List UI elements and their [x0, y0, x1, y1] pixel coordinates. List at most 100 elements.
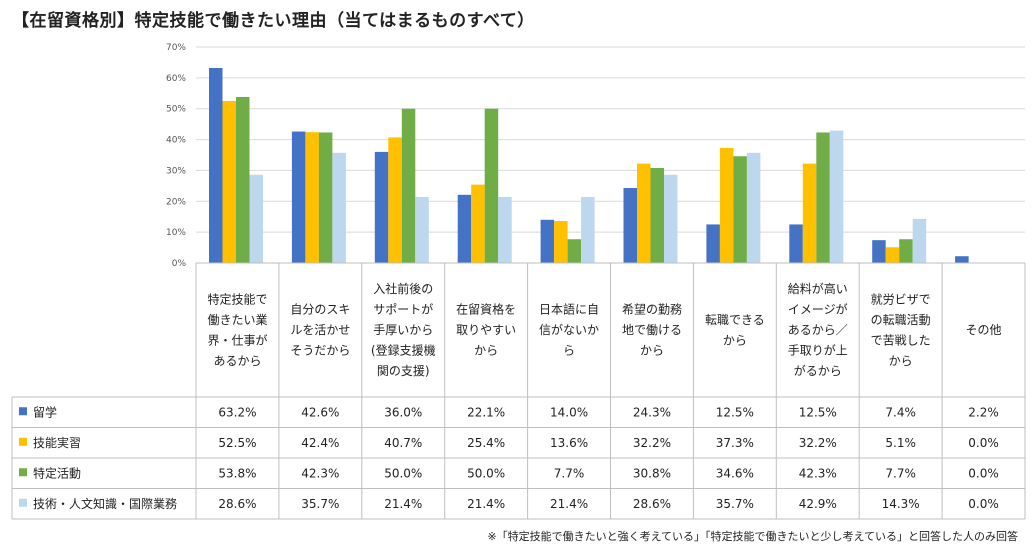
bar — [664, 174, 678, 263]
table-cell: 24.3% — [633, 405, 671, 419]
table-cell: 2.2% — [968, 405, 999, 419]
bar — [829, 130, 844, 263]
bar — [637, 163, 651, 263]
category-label: 就労ビザで — [871, 292, 931, 306]
table-cell: 13.6% — [550, 436, 588, 450]
table-cell: 42.3% — [799, 466, 837, 480]
category-label: 信がないか — [539, 322, 599, 337]
category-label: から — [723, 333, 747, 347]
category-label: 転職できる — [705, 313, 765, 327]
bar — [567, 239, 582, 263]
legend-label: 留学 — [33, 404, 57, 419]
table-cell: 42.3% — [301, 466, 339, 480]
category-label: そうだから — [290, 344, 350, 358]
category-label: から — [474, 344, 498, 358]
legend-swatch — [19, 437, 27, 446]
category-label: 希望の勤務 — [622, 302, 682, 317]
bar — [457, 194, 472, 263]
category-label: 給料が高い — [788, 281, 848, 296]
category-label: 在留資格を — [456, 302, 516, 317]
table-cell: 22.1% — [467, 405, 505, 419]
bar — [415, 196, 429, 263]
bar — [236, 96, 250, 263]
category-label: あるから／ — [788, 323, 848, 337]
table-cell: 52.5% — [218, 436, 256, 450]
category-label: から — [889, 354, 913, 368]
table-cell: 12.5% — [716, 405, 754, 419]
table-cell: 40.7% — [384, 436, 422, 450]
table-cell: 37.3% — [716, 436, 754, 450]
table-cell: 35.7% — [301, 497, 339, 511]
table-cell: 53.8% — [218, 466, 256, 480]
bar — [623, 188, 637, 263]
bar — [816, 132, 830, 263]
table-cell: 50.0% — [467, 466, 505, 480]
bar — [540, 219, 555, 263]
category-label: 関の支援) — [377, 364, 430, 378]
bar — [471, 184, 485, 263]
bar — [401, 108, 416, 263]
table-cell: 28.6% — [633, 497, 671, 511]
table-cell: 7.7% — [885, 466, 916, 480]
bar — [484, 108, 499, 263]
category-label: 入社前後の — [373, 281, 433, 296]
bar — [912, 218, 927, 263]
bar — [581, 196, 595, 263]
table-cell: 0.0% — [968, 466, 999, 480]
bar — [789, 224, 803, 263]
category-label: で苦戦した — [871, 333, 931, 347]
category-label: ルを活かせ — [290, 323, 350, 337]
category-label: から — [640, 344, 664, 358]
category-label: イメージが — [788, 302, 848, 317]
table-cell: 42.4% — [301, 436, 339, 450]
y-tick-label: 20% — [166, 197, 186, 207]
category-label: サポートが — [373, 302, 433, 317]
legend-label: 特定活動 — [33, 465, 81, 480]
table-cell: 5.1% — [885, 436, 916, 450]
bar — [746, 152, 761, 263]
y-tick-label: 40% — [166, 136, 186, 146]
legend-label: 技能実習 — [33, 435, 81, 450]
bar — [305, 132, 319, 263]
bar — [802, 163, 817, 263]
table-cell: 14.0% — [550, 405, 588, 419]
y-tick-label: 60% — [166, 74, 186, 84]
table-cell: 28.6% — [218, 497, 256, 511]
bar — [249, 174, 263, 263]
y-tick-label: 10% — [166, 228, 186, 238]
bar — [554, 221, 568, 263]
category-label: 手厚いから — [373, 323, 433, 337]
table-cell: 25.4% — [467, 436, 505, 450]
category-label: あるから — [213, 354, 261, 368]
bar — [498, 196, 512, 263]
bar — [733, 156, 747, 263]
category-label: (登録支援機 — [371, 343, 436, 358]
category-label: の転職活動 — [871, 313, 931, 327]
y-tick-label: 30% — [166, 166, 186, 176]
bar — [291, 131, 306, 263]
bar — [650, 167, 664, 263]
bar — [332, 152, 346, 263]
bar — [706, 224, 720, 263]
table-cell: 0.0% — [968, 436, 999, 450]
category-label: 特定技能で — [207, 291, 267, 306]
table-cell: 12.5% — [799, 405, 837, 419]
table-cell: 63.2% — [218, 405, 256, 419]
category-label: 地で働ける — [622, 323, 682, 337]
category-label: 手取りが上 — [788, 343, 848, 358]
category-label: 働きたい業 — [207, 313, 267, 327]
legend-label: 技術・人文知識・国際業務 — [33, 496, 177, 511]
bar — [899, 239, 913, 263]
table-cell: 36.0% — [384, 405, 422, 419]
category-label: ら — [563, 344, 575, 358]
table-cell: 7.7% — [554, 466, 585, 480]
y-tick-label: 70% — [166, 43, 186, 53]
bar — [374, 151, 389, 263]
category-label: 自分のスキ — [290, 303, 350, 317]
category-label: 界・仕事が — [207, 332, 267, 347]
table-cell: 30.8% — [633, 466, 671, 480]
category-label: 日本語に自 — [539, 302, 599, 317]
table-cell: 21.4% — [467, 497, 505, 511]
table-cell: 21.4% — [550, 497, 588, 511]
